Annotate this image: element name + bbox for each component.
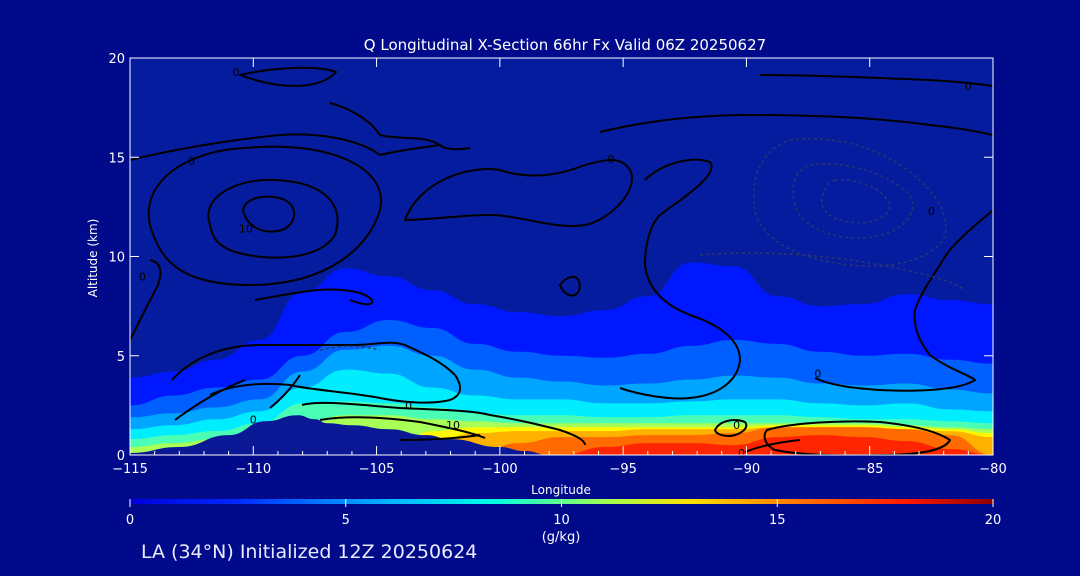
y-tick-label: 5 [117, 350, 125, 365]
y-tick-label: 0 [117, 449, 125, 464]
x-tick-label: −80 [979, 462, 1006, 477]
terrain [130, 415, 550, 455]
y-tick-label: 10 [108, 251, 125, 266]
colorbar-unit-label: (g/kg) [542, 530, 581, 545]
x-tick-label: −110 [235, 462, 271, 477]
contour-label: 10 [446, 419, 460, 432]
x-tick-label: −85 [856, 462, 883, 477]
contour-label: 0 [188, 155, 195, 168]
negative-contour-lines [319, 137, 966, 351]
y-axis-ticks: 0 5 10 15 20 [108, 52, 993, 464]
y-tick-label: 15 [108, 151, 125, 166]
contour-labels: 0 0 0 0 10 0 0 0 0 10 0 0 0 [139, 66, 972, 460]
x-tick-label: −90 [733, 462, 760, 477]
colorbar-tick-label: 20 [985, 513, 1002, 528]
x-tick-label: −95 [609, 462, 636, 477]
contour-label: 0 [405, 399, 412, 412]
colorbar-tick-label: 5 [342, 513, 350, 528]
x-tick-label: −100 [482, 462, 518, 477]
x-axis-label: Longitude [531, 483, 591, 497]
plot-area: 0 0 0 0 10 0 0 0 0 10 0 0 0 −115 −110 −105 −100 −95 −90 −8… [108, 52, 1006, 477]
contour-label: 0 [250, 413, 257, 426]
colorbar-tick-label: 15 [769, 513, 786, 528]
colorbar: 0 5 10 15 20 (g/kg) [126, 499, 1001, 545]
y-axis-label: Altitude (km) [86, 219, 100, 298]
contour-label: 0 [139, 270, 146, 283]
y-tick-label: 20 [108, 52, 125, 67]
x-tick-label: −115 [112, 462, 148, 477]
contour-label: 0 [738, 447, 745, 460]
chart-title: Q Longitudinal X-Section 66hr Fx Valid 0… [364, 36, 766, 54]
contour-label: 0 [233, 66, 240, 79]
contour-label: 0 [814, 368, 821, 381]
contour-label: 0 [965, 80, 972, 93]
contour-label: 0 [607, 153, 614, 166]
colorbar-tick-label: 0 [126, 513, 134, 528]
terrain-layer [130, 415, 550, 455]
colorbar-ticks: 0 5 10 15 20 [126, 499, 1001, 528]
footer-caption: LA (34°N) Initialized 12Z 20250624 [141, 541, 478, 563]
x-axis-ticks: −115 −110 −105 −100 −95 −90 −85 −80 [112, 58, 1007, 477]
x-tick-label: −105 [359, 462, 395, 477]
moisture-fill-layers [130, 262, 993, 455]
contour-label: 0 [928, 205, 935, 218]
colorbar-tick-label: 10 [553, 513, 570, 528]
contour-lines [130, 66, 993, 455]
contour-label: 0 [733, 419, 740, 432]
contour-label: 10 [239, 223, 253, 236]
